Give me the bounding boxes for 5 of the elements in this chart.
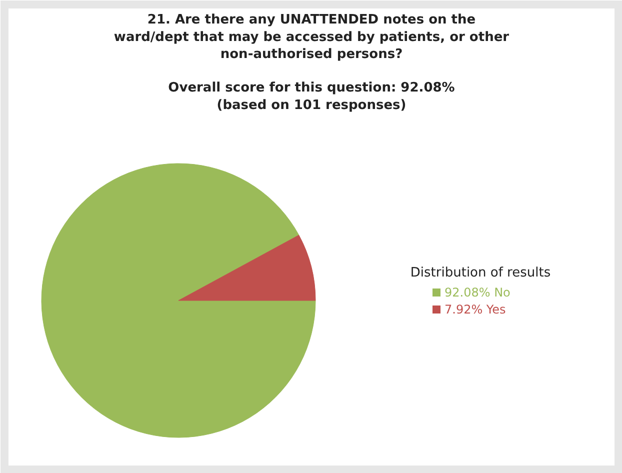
legend-title: Distribution of results: [410, 266, 551, 280]
legend-label: 92.08% No: [444, 286, 510, 300]
chart-subtitle: Overall score for this question: 92.08% (based on 101 responses): [168, 80, 455, 113]
chart-title: 21. Are there any UNATTENDED notes on the ward/dept that may be accessed by patients, or other non-authorised persons?: [114, 12, 510, 62]
legend-label: 7.92% Yes: [444, 302, 506, 316]
